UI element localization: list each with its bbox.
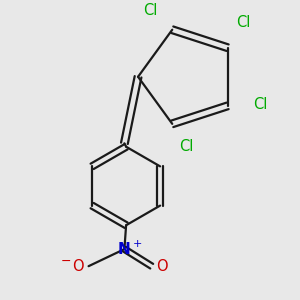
Text: N: N [118,242,131,256]
Text: Cl: Cl [236,15,250,30]
Text: +: + [133,239,142,249]
Text: Cl: Cl [143,3,157,18]
Text: O: O [73,259,84,274]
Text: O: O [156,259,168,274]
Text: Cl: Cl [179,139,193,154]
Text: Cl: Cl [253,97,267,112]
Text: −: − [61,255,72,268]
